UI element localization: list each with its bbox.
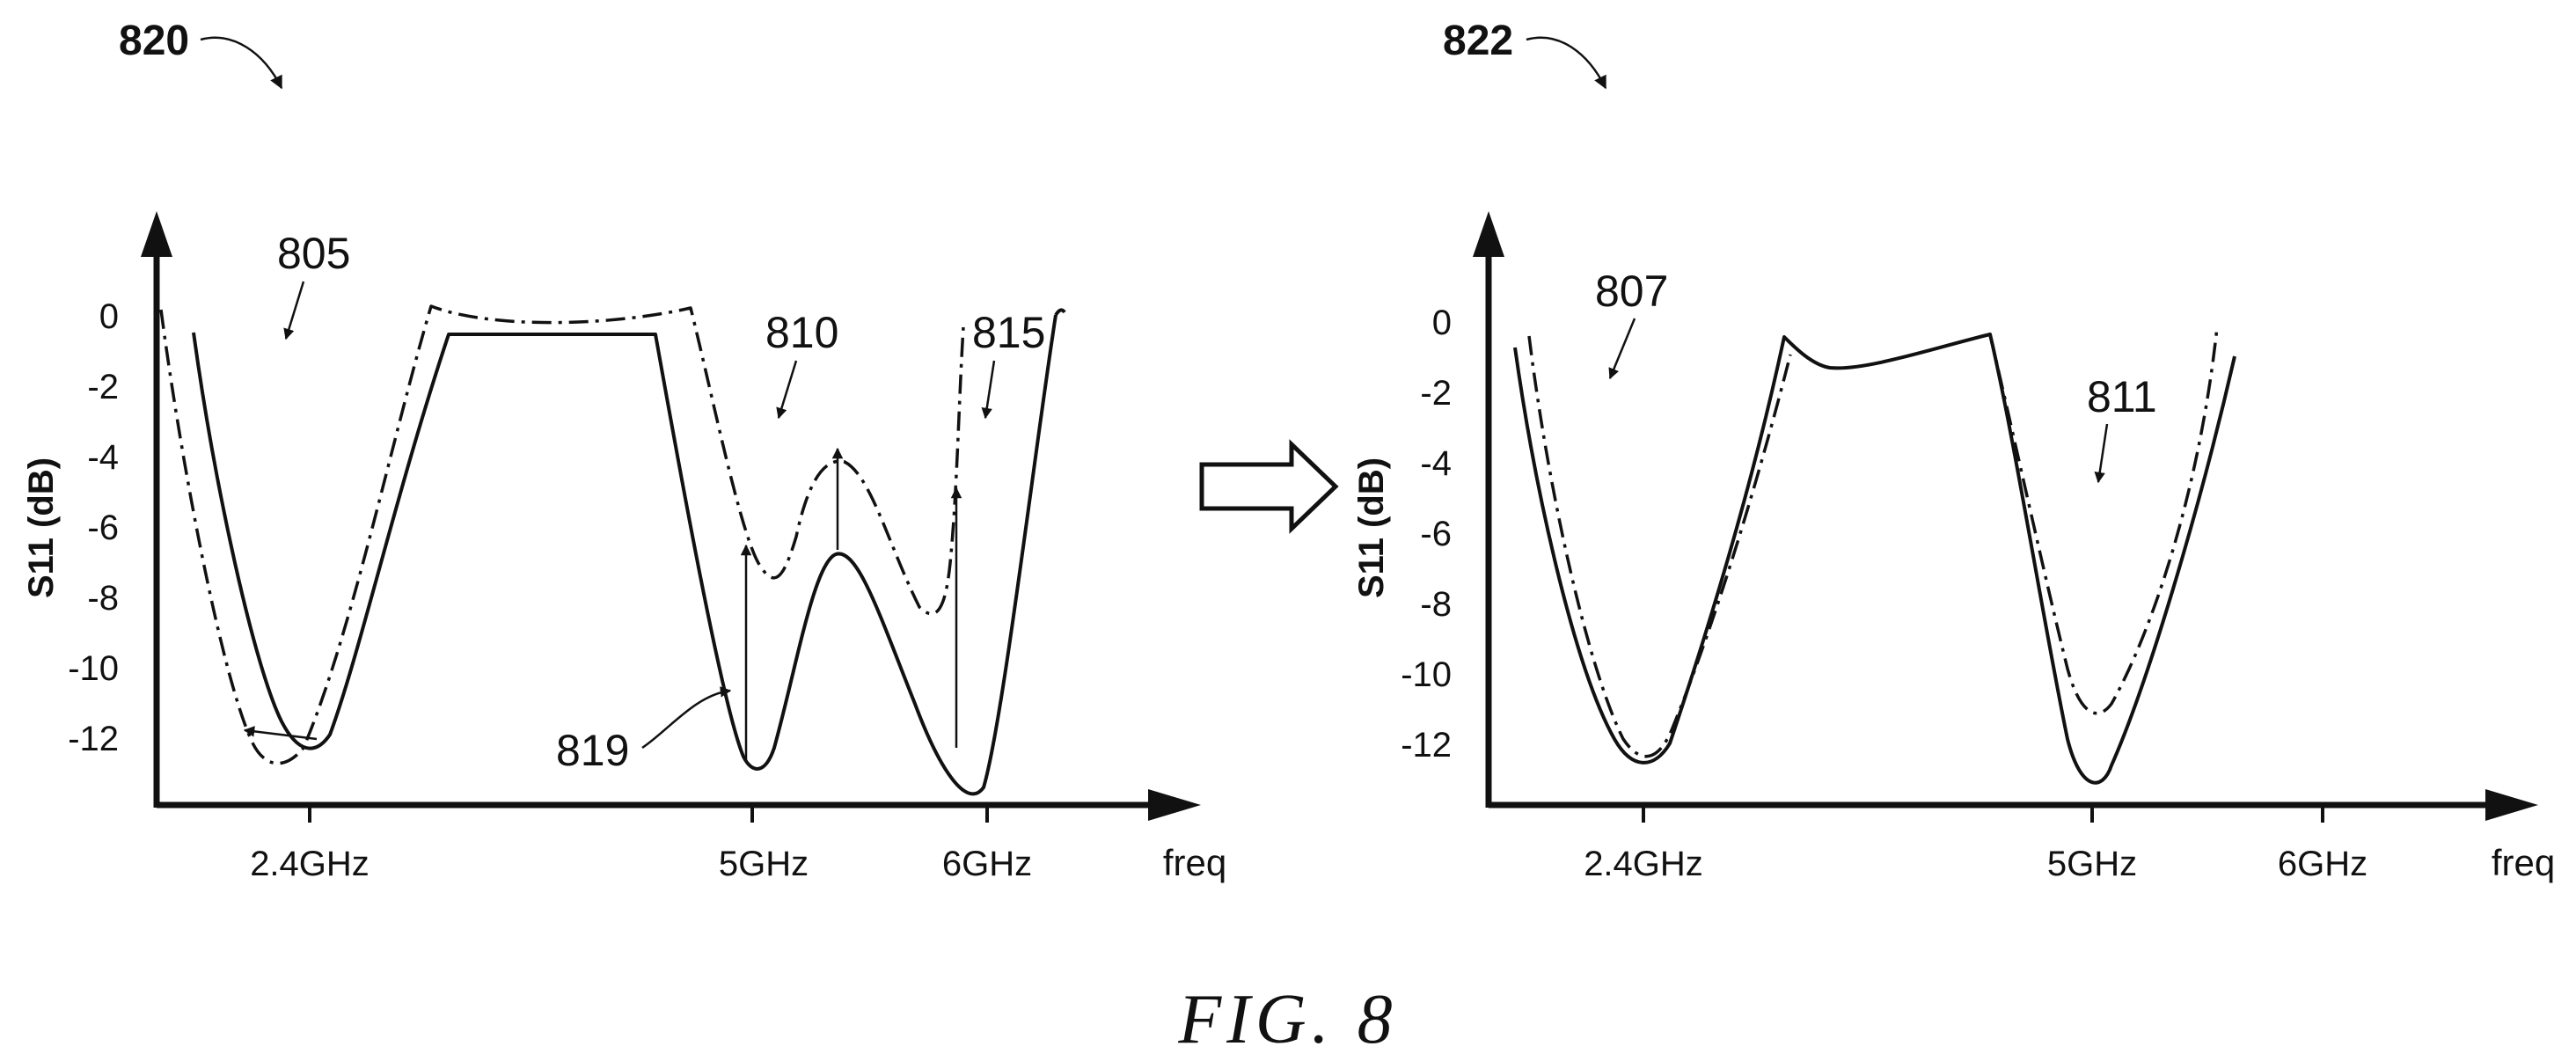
dashdot-curve — [1527, 326, 2219, 758]
y-tick-label: -2 — [1420, 374, 1452, 413]
annotation-arrow-icon — [776, 360, 798, 420]
panel-ref-label: 822 — [1443, 18, 1513, 64]
y-axis-title: S11 (dB) — [1352, 457, 1391, 598]
y-tick-label: -12 — [68, 720, 119, 758]
y-tick-label: -6 — [87, 509, 119, 547]
y-tick-label: -6 — [1420, 515, 1452, 553]
y-tick-label: -10 — [1401, 655, 1452, 694]
x-axis-title: freq — [2492, 842, 2555, 883]
annotation-label: 819 — [556, 726, 629, 775]
x-axis-arrow-icon — [1148, 789, 1201, 821]
annotation-arrow-icon — [641, 686, 732, 750]
annotation-arrow-icon — [283, 281, 305, 340]
dashdot-curve — [159, 304, 965, 765]
annotation-arrow-icon — [981, 360, 996, 420]
x-axis-arrow-icon — [2485, 789, 2538, 821]
annotation-arrow-icon — [2094, 423, 2109, 484]
annotation-label: 810 — [765, 308, 838, 357]
right-panel: 822 0 -2 -4 -6 -8 -10 -12 S11 (dB) 2.4GH… — [1352, 18, 2555, 883]
x-tick-label: 5GHz — [2047, 845, 2137, 883]
shift-arrow-icon — [243, 726, 318, 741]
annotation-label: 805 — [277, 229, 350, 278]
annotation-label: 811 — [2087, 372, 2157, 421]
solid-curve-tail — [1054, 308, 1066, 317]
y-tick-label: -2 — [87, 368, 119, 406]
x-tick-label: 5GHz — [719, 845, 809, 883]
x-tick-label: 2.4GHz — [1584, 845, 1703, 883]
left-panel: 820 0 -2 -4 -6 -8 -10 -12 S11 (dB) 2.4GH… — [22, 18, 1226, 883]
y-tick-label: 0 — [99, 297, 119, 336]
annotation-arrow-icon — [1608, 318, 1636, 380]
y-tick-labels: 0 -2 -4 -6 -8 -10 -12 — [68, 297, 119, 758]
annotation-label: 815 — [972, 308, 1045, 357]
y-tick-label: -4 — [87, 438, 119, 477]
y-tick-label: -12 — [1401, 726, 1452, 765]
solid-curve — [1513, 333, 2236, 785]
right-hollow-arrow-icon — [1199, 439, 1339, 534]
y-tick-label: -8 — [1420, 585, 1452, 624]
x-tick-label: 6GHz — [942, 845, 1032, 883]
x-tick-label: 6GHz — [2278, 845, 2367, 883]
y-axis-title: S11 (dB) — [22, 457, 61, 598]
annotation-label: 807 — [1595, 267, 1668, 316]
y-axis-arrow-icon — [141, 211, 172, 257]
y-axis-arrow-icon — [1473, 211, 1504, 257]
y-tick-label: 0 — [1432, 304, 1452, 342]
x-axis-title: freq — [1163, 842, 1226, 883]
y-tick-label: -8 — [87, 579, 119, 618]
y-tick-labels: 0 -2 -4 -6 -8 -10 -12 — [1401, 304, 1452, 765]
panel-ref-arrow — [1526, 36, 1607, 90]
x-tick-label: 2.4GHz — [250, 845, 370, 883]
solid-curve — [192, 314, 1057, 796]
y-tick-label: -4 — [1420, 444, 1452, 483]
panel-ref-arrow — [200, 36, 283, 90]
figure-caption: FIG. 8 — [1177, 981, 1397, 1058]
y-tick-label: -10 — [68, 649, 119, 688]
panel-ref-label: 820 — [119, 18, 189, 64]
